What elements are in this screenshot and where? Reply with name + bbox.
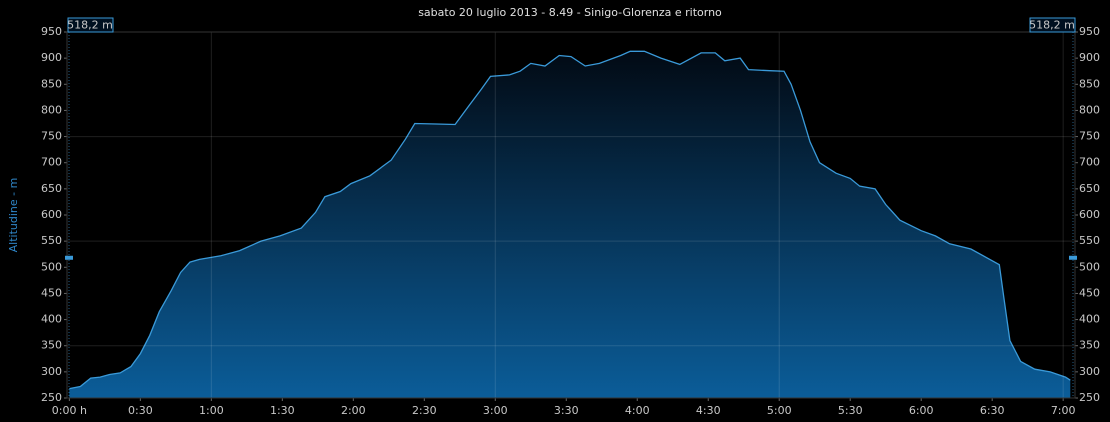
x-tick-label: 7:00 <box>1051 404 1076 417</box>
x-tick-label: 0:30 <box>128 404 153 417</box>
x-tick-label: 4:30 <box>696 404 721 417</box>
x-tick-label: 2:30 <box>412 404 437 417</box>
y-tick-label: 800 <box>41 103 62 116</box>
plot-frame <box>66 31 1076 399</box>
x-tick-label: 1:30 <box>270 404 295 417</box>
x-tick-label: 5:30 <box>838 404 863 417</box>
y-tick-label: 950 <box>41 25 62 38</box>
x-tick-label: 6:00 <box>909 404 934 417</box>
x-tick-label: 1:00 <box>199 404 224 417</box>
cursor-label-right: 518,2 m <box>1029 19 1075 32</box>
x-tick-label: 0:00 h <box>52 404 87 417</box>
y-tick-label-right: 250 <box>1079 391 1100 404</box>
x-tick-label: 2:00 <box>341 404 366 417</box>
y-tick-label-right: 950 <box>1079 25 1100 38</box>
y-tick-label-right: 700 <box>1079 156 1100 169</box>
y-tick-label: 250 <box>41 391 62 404</box>
cursor-box-right <box>1029 17 1076 33</box>
y-tick-label: 550 <box>41 234 62 247</box>
line <box>69 50 1071 390</box>
y-tick-label: 450 <box>41 286 62 299</box>
y-tick-label-right: 550 <box>1079 234 1100 247</box>
y-tick-label: 750 <box>41 130 62 143</box>
y-tick-label: 650 <box>41 182 62 195</box>
x-tick-label: 6:30 <box>980 404 1005 417</box>
chart-title: sabato 20 luglio 2013 - 8.49 - Sinigo-Gl… <box>418 6 722 19</box>
y-tick-label-right: 450 <box>1079 286 1100 299</box>
y-tick-label-right: 400 <box>1079 313 1100 326</box>
x-tick-label: 3:30 <box>554 404 579 417</box>
y-tick-label-right: 500 <box>1079 260 1100 273</box>
y-tick-label: 600 <box>41 208 62 221</box>
area <box>69 51 1071 399</box>
cursor-label-left: 518,2 m <box>67 19 113 32</box>
y-tick-label-right: 800 <box>1079 103 1100 116</box>
x-tick-label: 5:00 <box>767 404 792 417</box>
x-tick-label: 3:00 <box>483 404 508 417</box>
cursor-box-left <box>67 17 114 33</box>
y-tick-label: 500 <box>41 260 62 273</box>
y-tick-label: 850 <box>41 77 62 90</box>
y-tick-label: 400 <box>41 313 62 326</box>
y-tick-label-right: 350 <box>1079 339 1100 352</box>
y-tick-label-right: 650 <box>1079 182 1100 195</box>
y-tick-label: 300 <box>41 365 62 378</box>
x-tick-label: 4:00 <box>625 404 650 417</box>
cursor-marker-left <box>65 255 73 260</box>
y-tick-label-right: 850 <box>1079 77 1100 90</box>
y-tick-label: 700 <box>41 156 62 169</box>
y-tick-label: 350 <box>41 339 62 352</box>
y-tick-label: 900 <box>41 51 62 64</box>
cursor-marker-right <box>1069 255 1077 260</box>
y-tick-label-right: 750 <box>1079 130 1100 143</box>
y-tick-label-right: 300 <box>1079 365 1100 378</box>
y-tick-label-right: 600 <box>1079 208 1100 221</box>
y-tick-label-right: 900 <box>1079 51 1100 64</box>
y-axis-title: Altitudine - m <box>7 178 20 253</box>
